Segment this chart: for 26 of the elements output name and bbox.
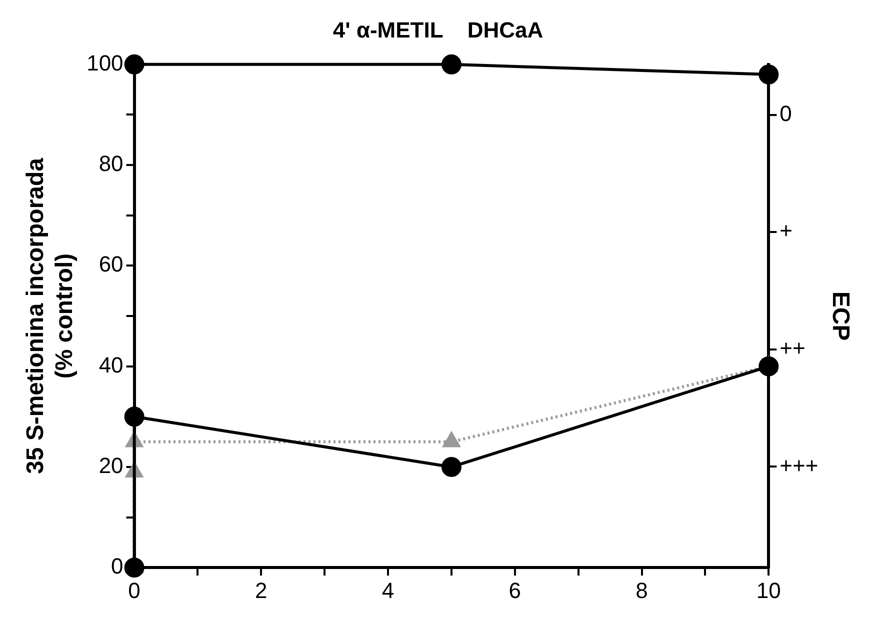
y-tick-label: 40 bbox=[98, 352, 124, 378]
x-tick-label: 8 bbox=[636, 578, 648, 603]
point bbox=[441, 456, 462, 477]
point bbox=[124, 406, 144, 427]
text: 0 bbox=[780, 100, 792, 126]
point bbox=[124, 558, 144, 578]
y-tick-label: 20 bbox=[98, 453, 124, 478]
y-tick-label: 60 bbox=[98, 252, 124, 277]
text: ++ bbox=[780, 335, 806, 360]
y-tick-label: 80 bbox=[98, 151, 124, 176]
x-tick-label: 2 bbox=[255, 578, 268, 603]
y2-axis-title: ECP bbox=[826, 291, 854, 341]
y-axis-title: 35 S-metionina incorporada (% control) bbox=[22, 157, 78, 474]
text: + bbox=[780, 218, 793, 244]
y-tick-label: 0 bbox=[111, 554, 124, 579]
x-tick-label: 4 bbox=[382, 578, 394, 603]
point bbox=[758, 64, 779, 84]
point bbox=[441, 54, 462, 74]
x-tick-label: 10 bbox=[756, 578, 781, 603]
x-tick-label: 0 bbox=[128, 578, 140, 603]
point bbox=[758, 356, 779, 376]
y-tick-label: 100 bbox=[86, 50, 124, 76]
point bbox=[124, 54, 144, 74]
x-tick-label: 6 bbox=[508, 578, 522, 603]
text: +++ bbox=[780, 452, 818, 478]
chart-title: 4' α-METIL DHCaA bbox=[332, 17, 544, 42]
